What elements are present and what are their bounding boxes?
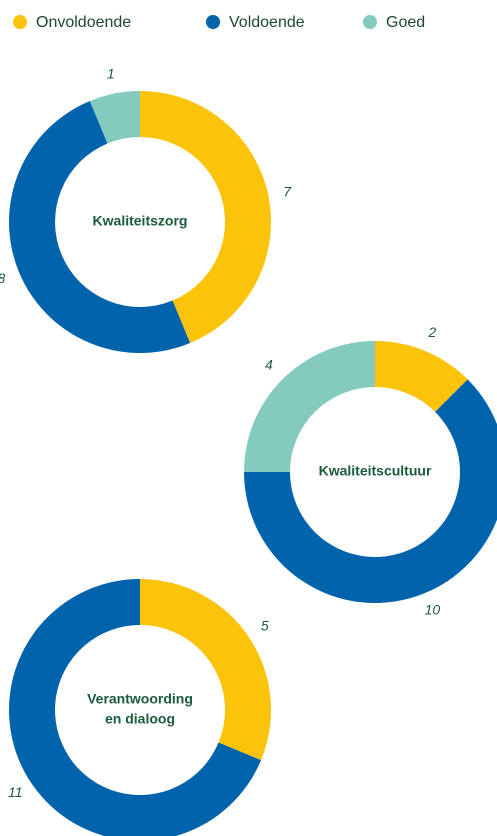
data-label: 7 [283, 183, 292, 199]
donut-segment [8, 100, 191, 354]
donut-segment [375, 341, 468, 412]
donut-segment [244, 379, 497, 603]
donut-segment [244, 341, 375, 472]
legend-label: Goed [386, 14, 425, 31]
legend-swatch [363, 15, 377, 29]
data-label: 11 [8, 784, 23, 800]
chart-title: Verantwoording [87, 691, 193, 707]
legend-label: Onvoldoende [36, 14, 131, 31]
data-label: 1 [107, 66, 115, 82]
legend-swatch [13, 15, 27, 29]
data-label: 10 [425, 601, 441, 617]
chart-title: Kwaliteitszorg [93, 213, 188, 229]
donut-segment [140, 579, 271, 761]
chart-title: Kwaliteitscultuur [319, 463, 432, 479]
donut-segment [140, 91, 271, 344]
legend-swatch [206, 15, 220, 29]
legend-label: Voldoende [229, 14, 305, 31]
donut-segment [9, 579, 262, 836]
donut-segment [89, 91, 140, 144]
data-label: 8 [0, 270, 6, 286]
data-label: 2 [428, 324, 437, 340]
data-label: 5 [261, 617, 269, 633]
chart-title: en dialoog [105, 711, 175, 727]
data-label: 4 [265, 357, 273, 373]
